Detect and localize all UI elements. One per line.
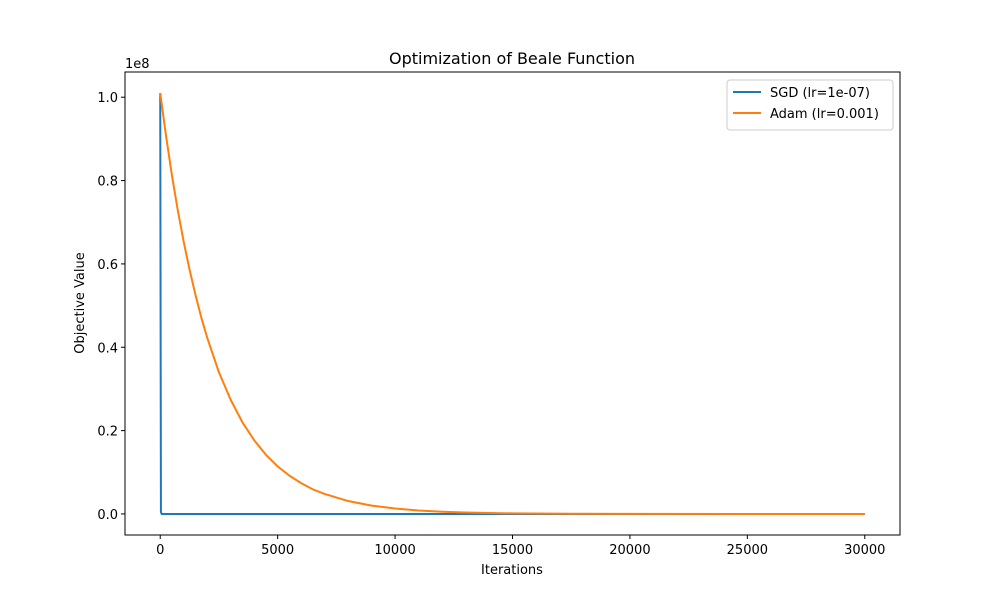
- x-tick-label: 25000: [727, 543, 768, 558]
- y-tick-label: 0.8: [97, 175, 118, 190]
- y-tick-label: 0.4: [97, 341, 118, 356]
- y-tick-label: 1.0: [97, 91, 118, 106]
- y-tick-label: 0.0: [97, 508, 118, 523]
- y-tick-label: 0.2: [97, 425, 118, 440]
- y-offset-label: 1e8: [125, 57, 150, 72]
- x-tick-label: 5000: [261, 543, 294, 558]
- x-tick-label: 20000: [609, 543, 650, 558]
- y-axis-label: Objective Value: [73, 252, 88, 353]
- x-tick-label: 0: [156, 543, 164, 558]
- legend-label-1: Adam (lr=0.001): [770, 107, 879, 122]
- series-line-1: [159, 92, 865, 515]
- legend-box: [726, 79, 894, 131]
- x-tick-label: 15000: [492, 543, 533, 558]
- plot-area: 0 5000 10000 15000 20000 25000 30000 0.0 0.2 0.4 0…: [97, 71, 901, 558]
- legend: SGD (lr=1e-07) Adam (lr=0.001): [726, 79, 894, 131]
- x-axis-label: Iterations: [481, 563, 543, 578]
- y-tick-label: 0.6: [97, 258, 118, 273]
- x-tick-label: 30000: [844, 543, 885, 558]
- x-tick-label: 10000: [374, 543, 415, 558]
- chart-title: Optimization of Beale Function: [389, 49, 635, 68]
- legend-label-0: SGD (lr=1e-07): [770, 86, 870, 101]
